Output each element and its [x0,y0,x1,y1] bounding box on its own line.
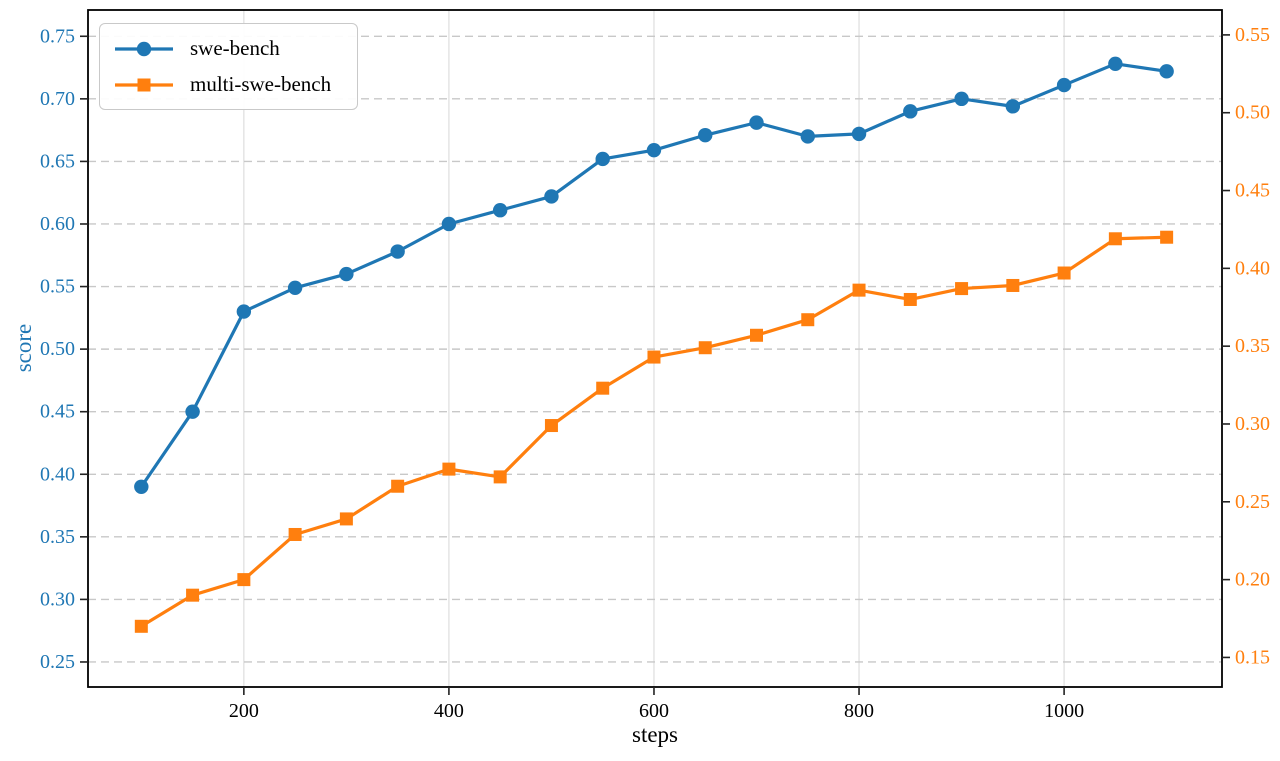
tick-label-bottom: 600 [639,700,669,722]
data-point-multi-swe-bench [134,619,148,633]
legend-item-swe-bench: swe-bench [112,33,337,64]
tick-label-left: 0.45 [40,401,75,423]
tick-label-right: 0.15 [1235,646,1270,668]
tick-label-right: 0.25 [1235,491,1270,513]
data-point-swe-bench [134,479,149,494]
data-point-multi-swe-bench [647,350,661,364]
data-point-multi-swe-bench [955,282,969,296]
legend: swe-bench multi-swe-bench [99,23,359,110]
data-point-swe-bench [1005,99,1021,114]
data-point-swe-bench [544,189,559,204]
x-axis-label-steps: steps [632,722,678,747]
data-point-swe-bench [390,244,405,259]
data-point-multi-swe-bench [391,479,405,493]
data-point-multi-swe-bench [596,381,610,395]
data-point-swe-bench [749,115,764,130]
tick-label-left: 0.35 [40,526,75,548]
data-point-swe-bench [236,304,252,319]
data-point-swe-bench [287,280,303,296]
tick-label-left: 0.60 [40,213,75,235]
data-point-multi-swe-bench [1160,230,1174,244]
tick-label-left: 0.40 [40,463,75,485]
data-point-swe-bench [441,216,457,232]
tick-label-bottom: 200 [229,700,259,722]
data-point-multi-swe-bench [1057,266,1071,280]
tick-label-left: 0.75 [40,25,75,47]
data-point-multi-swe-bench [750,328,764,342]
tick-label-right: 0.20 [1235,569,1270,591]
tick-label-left: 0.70 [40,88,75,110]
tick-label-left: 0.65 [40,150,75,172]
data-point-multi-swe-bench [339,512,353,526]
tick-label-left: 0.25 [40,651,75,673]
data-point-multi-swe-bench [1006,278,1020,292]
data-point-swe-bench [800,129,815,144]
tick-label-right: 0.35 [1235,335,1270,357]
tick-label-bottom: 400 [434,700,464,722]
tick-label-right: 0.30 [1235,413,1270,435]
y-axis-label-score: score [11,323,36,373]
tick-label-right: 0.40 [1235,257,1270,279]
data-point-multi-swe-bench [288,527,302,541]
data-point-swe-bench [492,203,508,218]
tick-label-right: 0.55 [1235,24,1270,46]
data-point-multi-swe-bench [186,588,200,602]
data-point-multi-swe-bench [442,462,456,476]
tick-label-left: 0.55 [40,276,75,298]
tick-label-left: 0.50 [40,338,75,360]
data-point-swe-bench [185,404,200,419]
data-point-swe-bench [339,266,354,282]
tick-label-right: 0.50 [1235,102,1270,124]
data-point-swe-bench [1108,56,1123,72]
data-point-swe-bench [698,127,713,143]
data-point-swe-bench [851,126,867,142]
tick-label-bottom: 1000 [1044,700,1084,722]
legend-label: swe-bench [190,36,280,60]
legend-label: multi-swe-bench [190,72,332,96]
data-point-multi-swe-bench [237,573,251,587]
tick-label-bottom: 800 [844,700,874,722]
tick-label-left: 0.30 [40,588,75,610]
data-point-swe-bench [954,91,969,107]
data-point-multi-swe-bench [544,419,558,433]
data-point-multi-swe-bench [903,292,917,306]
data-point-multi-swe-bench [1108,232,1122,246]
legend-item-multi-swe-bench: multi-swe-bench [112,69,337,100]
tick-label-right: 0.45 [1235,180,1270,202]
data-point-swe-bench [1159,64,1174,79]
data-point-multi-swe-bench [698,341,712,355]
data-point-swe-bench [595,151,610,167]
data-point-swe-bench [1056,77,1072,93]
data-point-multi-swe-bench [801,313,815,327]
legend-marker-square-icon [115,78,173,91]
data-point-multi-swe-bench [852,283,866,297]
data-point-multi-swe-bench [493,470,507,484]
data-point-swe-bench [646,142,662,158]
legend-marker-circle-icon [115,41,173,56]
data-point-swe-bench [903,104,918,119]
